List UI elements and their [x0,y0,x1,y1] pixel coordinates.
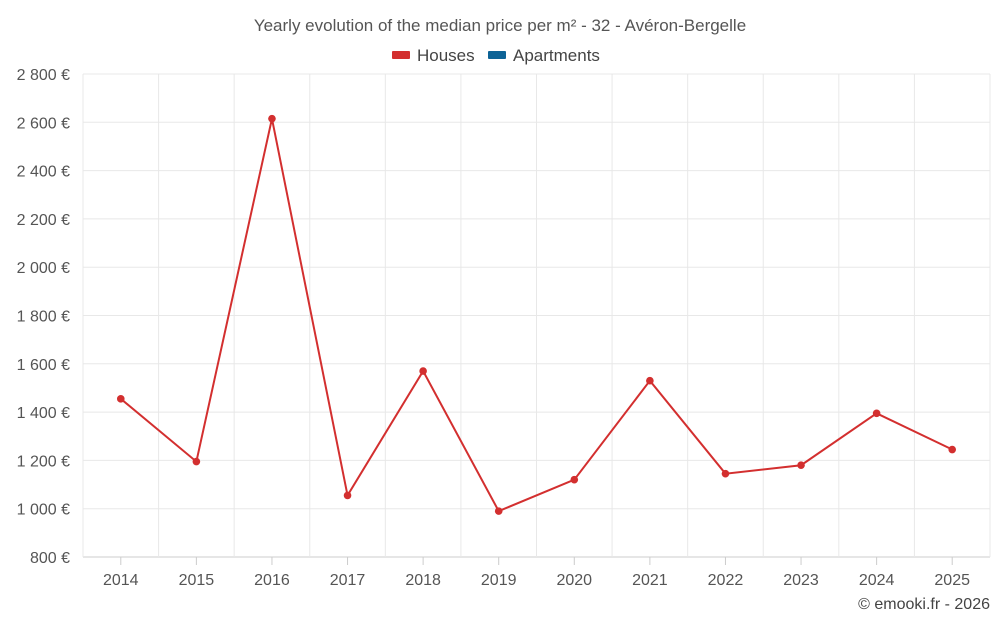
x-tick-label: 2020 [556,572,592,589]
legend-label-houses: Houses [417,46,475,65]
data-point [797,461,805,470]
x-tick-label: 2023 [783,572,819,589]
data-point [343,491,352,500]
data-point [872,409,881,418]
data-point [494,507,503,515]
legend-swatch-apartments [488,51,506,59]
data-point [268,114,276,123]
y-tick-label: 2 800 € [17,67,70,84]
y-tick-label: 1 400 € [17,405,70,422]
y-tick-label: 800 € [30,550,70,567]
y-tick-label: 2 600 € [17,115,70,132]
y-tick-label: 2 000 € [17,260,70,277]
grid [82,73,991,558]
x-tick-label: 2015 [179,572,215,589]
x-tick-label: 2016 [254,572,290,589]
data-point [192,457,201,466]
y-axis-ticks: 800 € 1 000 € 1 200 € 1 400 € 1 600 € 1 800 €… [17,67,70,567]
data-point [570,475,579,484]
legend: Houses Apartments [392,46,600,65]
y-tick-label: 2 200 € [17,212,70,229]
legend-swatch-houses [392,51,410,59]
x-tick-label: 2021 [632,572,668,589]
x-tick-label: 2019 [481,572,517,589]
credit-text: © emooki.fr - 2026 [858,596,990,613]
legend-label-apartments: Apartments [513,46,600,65]
data-point [419,367,427,375]
x-axis-ticks: 2014 2015 2016 2017 2018 2019 2020 2021 2022 2023… [103,557,970,589]
x-tick-label: 2018 [405,572,441,589]
data-point [948,445,957,454]
data-point [116,395,125,403]
x-tick-label: 2024 [859,572,895,589]
y-tick-label: 1 600 € [17,357,70,374]
series-line-houses [120,118,953,513]
x-tick-label: 2014 [103,572,139,589]
data-point [721,469,730,478]
y-tick-label: 1 800 € [17,309,70,326]
x-tick-label: 2025 [934,572,970,589]
series [116,114,957,515]
y-tick-label: 2 400 € [17,164,70,181]
x-tick-label: 2017 [330,572,366,589]
x-tick-label: 2022 [708,572,744,589]
data-point [646,376,654,385]
y-tick-label: 1 200 € [17,453,70,470]
y-tick-label: 1 000 € [17,502,70,519]
chart-title: Yearly evolution of the median price per… [254,16,746,35]
